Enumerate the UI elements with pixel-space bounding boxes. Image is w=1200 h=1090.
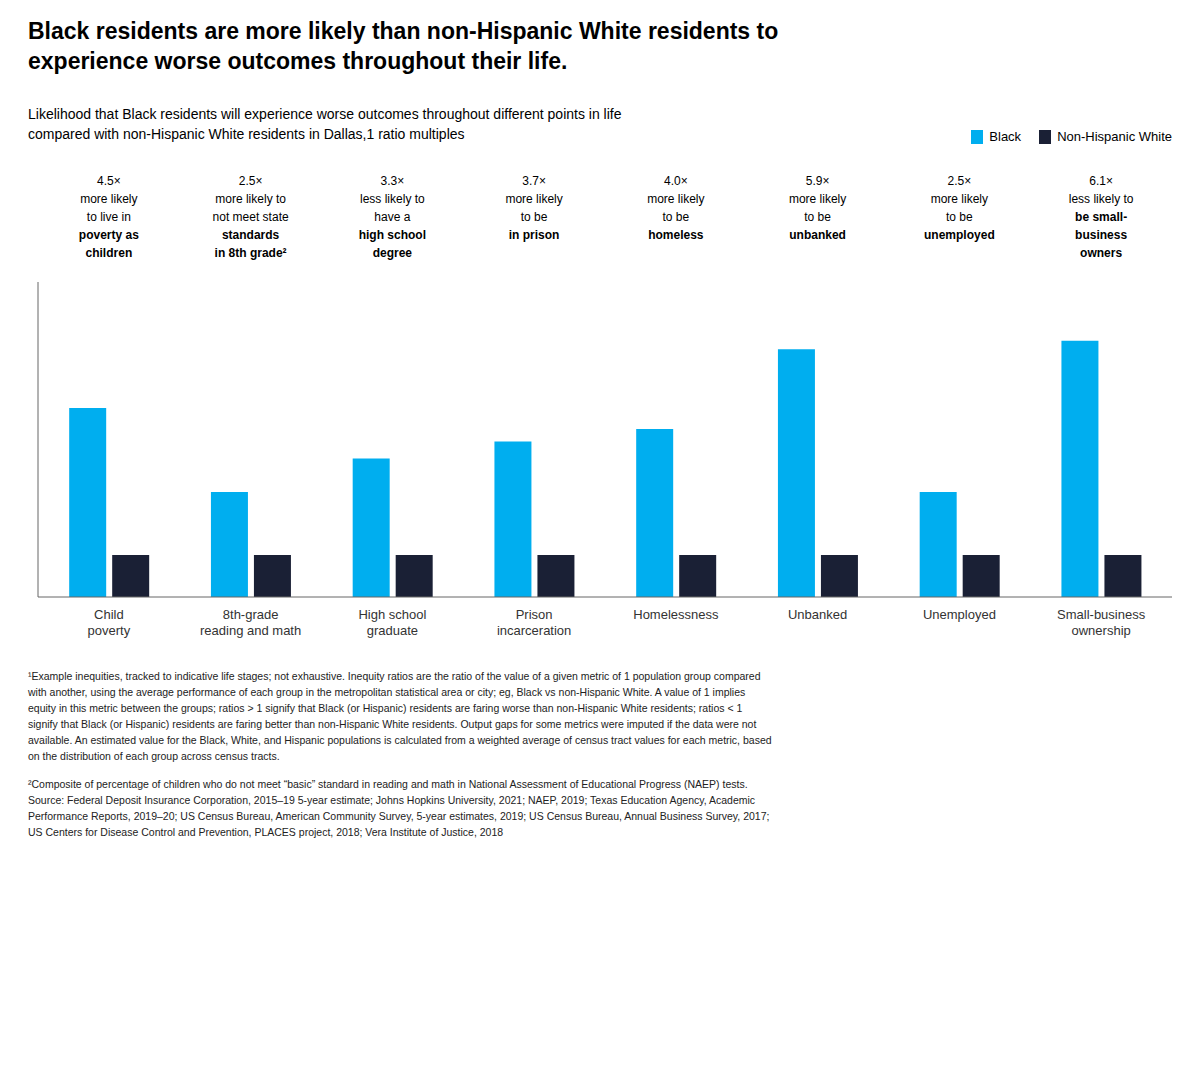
html-text:be small-: be small- (1075, 210, 1128, 224)
html-text:more likely: more likely (788, 192, 847, 206)
html-text:children: children (85, 246, 133, 260)
html-text:standards: standards (221, 228, 280, 242)
html-text:5.9×: 5.9× (805, 174, 830, 188)
html-text:in prison: in prison (508, 228, 560, 242)
html-text:more likely: more likely (930, 192, 988, 206)
html-text:more likely to: more likely to (215, 192, 286, 206)
html-text:in 8th grade²: in 8th grade² (214, 246, 287, 260)
html-text:business: business (1075, 228, 1128, 242)
html-text:4.5×: 4.5× (97, 174, 121, 188)
html-text:to be: to be (520, 210, 548, 224)
html-text:to be: to be (946, 210, 973, 224)
svg-text:Small-businessownership: Small-businessownership (1057, 607, 1146, 638)
svg-text:Childpoverty: Childpoverty (88, 607, 131, 638)
html-text:to live in: to live in (86, 210, 131, 224)
html-text:2.5×: 2.5× (947, 174, 972, 188)
svg-text:Unemployed: Unemployed (923, 607, 996, 622)
svg-text:Prisonincarceration: Prisonincarceration (497, 607, 571, 638)
html-text:¹Example inequities, tracked t: ¹Example inequities, tracked to indicati… (28, 670, 772, 762)
html-text:less likely to: less likely to (360, 192, 425, 206)
html-text:unbanked: unbanked (789, 228, 846, 242)
html-text:high school: high school (358, 228, 426, 242)
html-text:not meet state: not meet state (212, 210, 289, 224)
html-text:less likely to: less likely to (1068, 192, 1134, 206)
html-text:more likely: more likely (80, 192, 138, 206)
svg-text:Homelessness: Homelessness (633, 607, 719, 622)
html-text:3.7×: 3.7× (522, 174, 546, 188)
html-text:degree: degree (372, 246, 412, 260)
html-text:have a: have a (374, 210, 411, 224)
html-text:to be: to be (804, 210, 831, 224)
html-text:more likely: more likely (505, 192, 563, 206)
html-text:3.3×: 3.3× (380, 174, 405, 188)
html-text:Likelihood that Black resident: Likelihood that Black residents will exp… (28, 106, 622, 122)
html-text:homeless: homeless (648, 228, 704, 242)
html-text:²Composite of percentage of ch: ²Composite of percentage of children who… (28, 778, 770, 838)
html-text:more likely: more likely (647, 192, 705, 206)
html-text:compared with non-Hispanic Whi: compared with non-Hispanic White residen… (28, 126, 465, 142)
html-text:Black residents are more likel: Black residents are more likely than non… (28, 18, 779, 44)
html-text:6.1×: 6.1× (1089, 174, 1113, 188)
html-text:poverty as: poverty as (78, 228, 139, 242)
html-text:Non-Hispanic White: Non-Hispanic White (1057, 129, 1172, 144)
svg-text:8th-gradereading and math: 8th-gradereading and math (200, 607, 301, 638)
svg-text:High schoolgraduate: High schoolgraduate (358, 607, 426, 638)
html-text:to be: to be (662, 210, 690, 224)
html-text:Black: Black (989, 129, 1022, 144)
svg-text:Unbanked: Unbanked (788, 607, 847, 622)
html-text:2.5×: 2.5× (238, 174, 263, 188)
html-text:unemployed: unemployed (924, 228, 995, 242)
html-text:experience worse outcomes thro: experience worse outcomes throughout the… (28, 48, 568, 74)
html-text:4.0×: 4.0× (664, 174, 688, 188)
html-text:owners: owners (1080, 246, 1123, 260)
